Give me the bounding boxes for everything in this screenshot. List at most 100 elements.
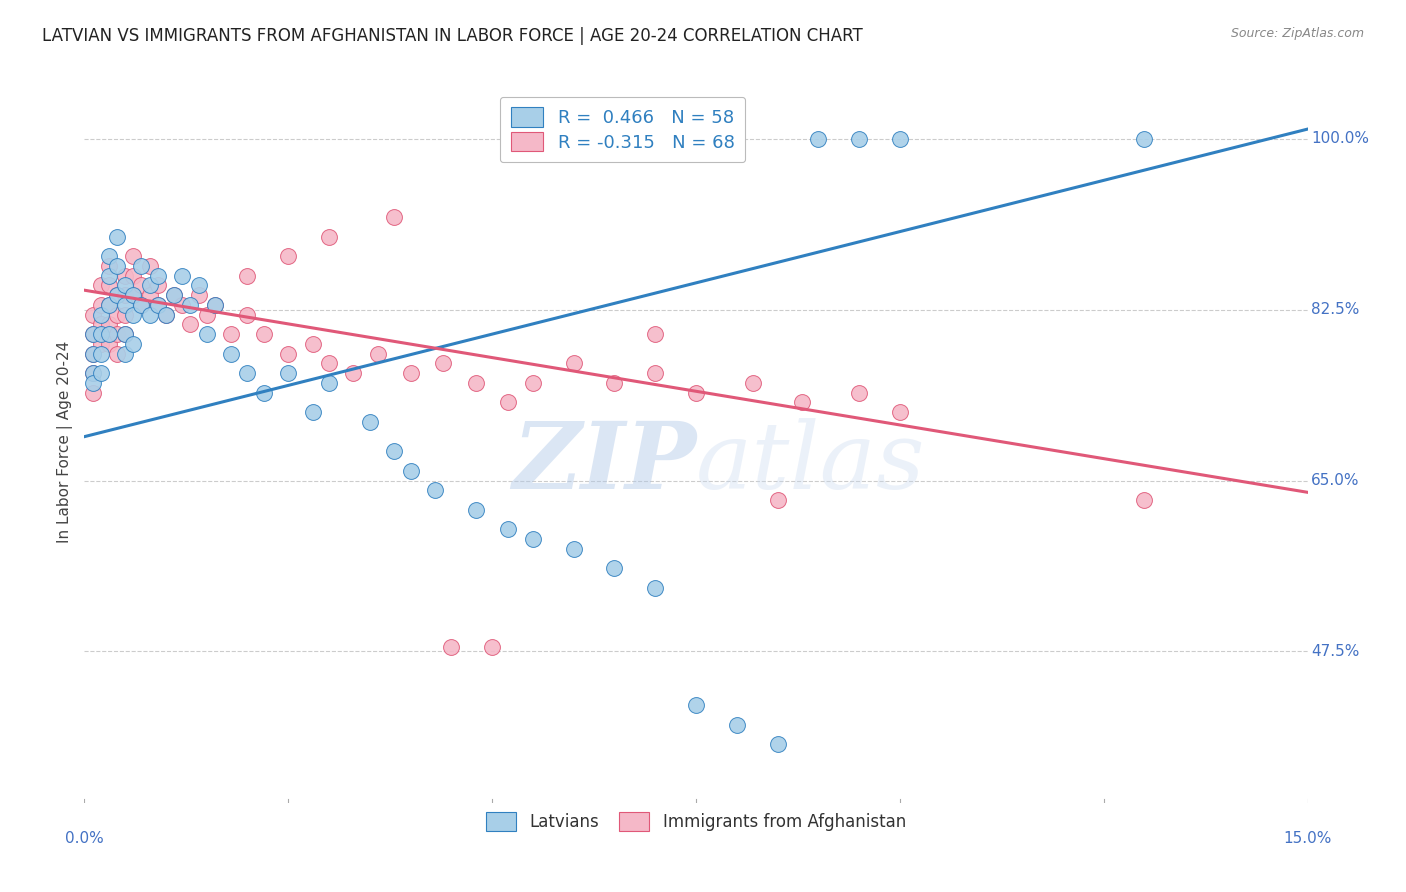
Point xyxy=(644,581,666,595)
Point xyxy=(318,229,340,244)
Point xyxy=(187,278,209,293)
Point xyxy=(522,376,544,390)
Point xyxy=(367,346,389,360)
Point xyxy=(204,298,226,312)
Point xyxy=(155,308,177,322)
Point xyxy=(138,308,160,322)
Text: atlas: atlas xyxy=(696,418,925,508)
Point xyxy=(82,327,104,342)
Point xyxy=(464,376,486,390)
Point xyxy=(399,464,422,478)
Point xyxy=(179,298,201,312)
Point xyxy=(318,376,340,390)
Point xyxy=(685,385,707,400)
Point xyxy=(848,132,870,146)
Point xyxy=(97,249,120,263)
Point xyxy=(90,308,112,322)
Point xyxy=(195,308,218,322)
Point xyxy=(889,405,911,419)
Point xyxy=(82,346,104,360)
Point xyxy=(146,268,169,283)
Point xyxy=(105,346,128,360)
Point xyxy=(359,415,381,429)
Point xyxy=(423,483,446,498)
Point xyxy=(131,259,153,273)
Point xyxy=(122,288,145,302)
Point xyxy=(204,298,226,312)
Point xyxy=(114,308,136,322)
Point xyxy=(219,327,242,342)
Text: ZIP: ZIP xyxy=(512,418,696,508)
Point xyxy=(742,376,765,390)
Point xyxy=(195,327,218,342)
Point xyxy=(105,327,128,342)
Point xyxy=(889,132,911,146)
Point xyxy=(1133,493,1156,508)
Text: 82.5%: 82.5% xyxy=(1312,302,1360,318)
Point xyxy=(97,298,120,312)
Point xyxy=(97,268,120,283)
Point xyxy=(644,327,666,342)
Point xyxy=(97,298,120,312)
Point xyxy=(522,532,544,546)
Point xyxy=(105,288,128,302)
Point xyxy=(82,346,104,360)
Point xyxy=(97,278,120,293)
Point xyxy=(481,640,503,654)
Point xyxy=(105,259,128,273)
Point xyxy=(131,298,153,312)
Point xyxy=(138,288,160,302)
Point xyxy=(498,395,520,409)
Point xyxy=(172,298,194,312)
Point xyxy=(114,298,136,312)
Point xyxy=(105,308,128,322)
Point xyxy=(603,561,626,575)
Point xyxy=(301,337,323,351)
Point xyxy=(114,288,136,302)
Point xyxy=(90,327,112,342)
Point xyxy=(90,337,112,351)
Text: 0.0%: 0.0% xyxy=(65,830,104,846)
Point xyxy=(114,346,136,360)
Point xyxy=(82,376,104,390)
Point xyxy=(382,210,405,224)
Point xyxy=(138,278,160,293)
Point xyxy=(318,356,340,370)
Point xyxy=(301,405,323,419)
Point xyxy=(146,298,169,312)
Point xyxy=(122,268,145,283)
Point xyxy=(105,288,128,302)
Point xyxy=(1133,132,1156,146)
Point xyxy=(146,278,169,293)
Point xyxy=(114,268,136,283)
Point xyxy=(219,346,242,360)
Point xyxy=(90,318,112,332)
Point xyxy=(82,385,104,400)
Text: 65.0%: 65.0% xyxy=(1312,473,1360,488)
Point xyxy=(644,366,666,380)
Point xyxy=(236,268,259,283)
Point xyxy=(155,308,177,322)
Point xyxy=(114,327,136,342)
Point xyxy=(114,278,136,293)
Y-axis label: In Labor Force | Age 20-24: In Labor Force | Age 20-24 xyxy=(58,341,73,542)
Point xyxy=(172,268,194,283)
Point xyxy=(342,366,364,380)
Point xyxy=(97,318,120,332)
Point xyxy=(122,288,145,302)
Point xyxy=(432,356,454,370)
Point xyxy=(277,249,299,263)
Point xyxy=(277,346,299,360)
Text: Source: ZipAtlas.com: Source: ZipAtlas.com xyxy=(1230,27,1364,40)
Point xyxy=(440,640,463,654)
Point xyxy=(122,308,145,322)
Point xyxy=(603,376,626,390)
Point xyxy=(97,337,120,351)
Point xyxy=(253,385,276,400)
Point xyxy=(82,366,104,380)
Point xyxy=(498,523,520,537)
Point xyxy=(82,366,104,380)
Point xyxy=(562,541,585,556)
Point xyxy=(236,308,259,322)
Point xyxy=(685,698,707,713)
